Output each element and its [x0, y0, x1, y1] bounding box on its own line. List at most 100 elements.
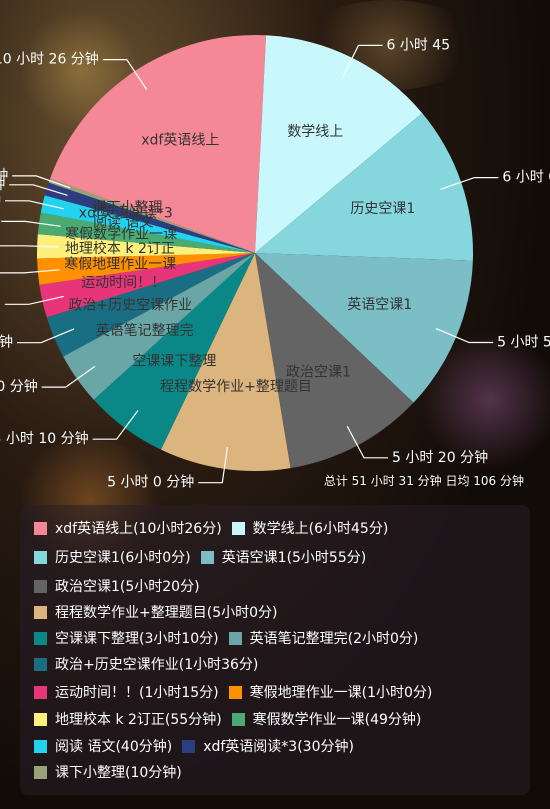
slice-value-label: 1 小时 15 分钟 [0, 295, 1, 312]
slice-label: 寒假数学作业一课 [65, 226, 177, 243]
leader-line [346, 425, 388, 459]
pie-slice[interactable] [255, 113, 474, 261]
pie-slice[interactable] [39, 253, 255, 318]
legend-item-math-winter-homework[interactable]: 寒假数学作业一课(49分钟) [231, 709, 422, 729]
legend-label: 寒假数学作业一课(49分钟) [252, 712, 422, 728]
leader-line [41, 365, 96, 388]
slice-label: 阅读 语文 [93, 214, 153, 231]
slice-label: 政治空课1 [286, 364, 351, 380]
legend-item-class-review[interactable]: 空课课下整理(3小时10分) [34, 628, 219, 648]
slice-value-label: 30 分钟 [0, 176, 5, 193]
slice-label: 历史空课1 [350, 201, 415, 217]
pie-slice[interactable] [255, 253, 473, 403]
legend-swatch [34, 657, 47, 671]
leader-line [0, 269, 60, 274]
pie-slice[interactable] [255, 253, 414, 469]
pie-slice[interactable] [63, 253, 256, 400]
slice-value-label: 1 小时 36 分钟 [0, 334, 13, 351]
slice-value-label: 40 分钟 [0, 192, 1, 209]
legend-label: 数学线上(6小时45分) [252, 521, 389, 537]
legend-swatch [200, 550, 214, 564]
pie-slice[interactable] [93, 253, 255, 450]
legend-label: 寒假地理作业一课(1小时0分) [249, 685, 433, 701]
pie-slice[interactable] [48, 178, 255, 253]
legend-swatch [34, 579, 47, 593]
slice-label: 运动时间！！ [81, 275, 165, 291]
pie-slice[interactable] [46, 253, 256, 357]
slice-value-label: 5 小时 55 分 [497, 335, 550, 351]
slice-value-label: 5 小时 20 分钟 [392, 449, 488, 466]
legend-item-math-homework[interactable]: 程程数学作业+整理题目(5小时0分) [34, 602, 277, 622]
slice-label: 政治+历史空课作业 [68, 297, 192, 313]
pie-slice[interactable] [37, 234, 255, 259]
leader-line [92, 410, 139, 440]
legend-item-geography-correction[interactable]: 地理校本 k 2订正(55分钟) [34, 709, 222, 729]
legend-label: 课下小整理(10分钟) [55, 765, 182, 781]
legend-swatch [34, 685, 47, 699]
legend-label: 地理校本 k 2订正(55分钟) [55, 712, 222, 728]
leader-line [1, 220, 61, 227]
legend-swatch [228, 685, 242, 699]
legend-item-geography-homework[interactable]: 寒假地理作业一课(1小时0分) [228, 682, 433, 702]
legend-swatch [34, 521, 47, 535]
legend-swatch [228, 631, 242, 645]
legend-swatch [34, 712, 47, 726]
legend-item-small-review[interactable]: 课下小整理(10分钟) [34, 762, 182, 782]
legend-item-english-class[interactable]: 英语空课1(5小时55分) [200, 547, 367, 567]
legend-item-chinese-reading[interactable]: 阅读 语文(40分钟) [34, 736, 172, 756]
legend-label: 阅读 语文(40分钟) [55, 739, 173, 755]
legend-label: 程程数学作业+整理题目(5小时0分) [55, 605, 278, 621]
legend: xdf英语线上(10小时26分) 数学线上(6小时45分) 历史空课1(6小时0… [20, 505, 530, 795]
legend-label: 运动时间！！(1小时15分) [55, 685, 219, 701]
total-summary: 总计 51 小时 31 分钟 日均 106 分钟 [323, 474, 524, 488]
legend-label: 英语空课1(5小时55分) [221, 550, 367, 566]
slice-value-label: 10 小时 26 分钟 [0, 51, 99, 68]
pie-slice[interactable] [37, 212, 255, 253]
slice-label: 课下小整理 [93, 200, 163, 216]
pie-slice[interactable] [50, 34, 267, 253]
slice-label: 英语笔记整理完 [96, 322, 194, 339]
slice-label: 地理校本 k 2订正 [65, 240, 175, 257]
leader-line [9, 184, 68, 196]
pie-slice[interactable] [44, 182, 255, 253]
pie-slice[interactable] [160, 253, 291, 472]
pie-slice[interactable] [37, 253, 255, 285]
leader-line [0, 245, 59, 248]
slice-label: 程程数学作业+整理题目 [160, 379, 312, 395]
slice-value-label: 10 分钟 [0, 167, 8, 184]
slice-label: xdf英语阅读*3 [79, 204, 173, 221]
legend-swatch [34, 631, 47, 645]
legend-item-exercise[interactable]: 运动时间！！(1小时15分) [34, 682, 219, 702]
slice-value-label: 5 小时 0 分钟 [107, 474, 194, 491]
slice-label: 英语空课1 [347, 296, 412, 313]
legend-swatch [182, 739, 196, 753]
legend-item-history-class[interactable]: 历史空课1(6小时0分) [34, 547, 191, 567]
legend-label: xdf英语线上(10小时26分) [55, 521, 222, 537]
pie-slice[interactable] [255, 35, 423, 253]
legend-item-english-notes[interactable]: 英语笔记整理完(2小时0分) [228, 628, 419, 648]
slice-value-label: 6 小时 0 [502, 170, 550, 186]
leader-line [102, 58, 148, 90]
legend-label: 英语笔记整理完(2小时0分) [249, 631, 419, 647]
slice-value-label: 3 小时 10 分钟 [0, 430, 89, 447]
leader-line [5, 200, 64, 210]
leader-line [4, 295, 64, 305]
legend-label: 空课课下整理(3小时10分) [55, 631, 219, 647]
leader-line [440, 177, 499, 190]
legend-swatch [231, 712, 245, 726]
legend-label: xdf英语阅读*3(30分钟) [203, 739, 354, 755]
legend-item-math-online[interactable]: 数学线上(6小时45分) [231, 518, 389, 538]
legend-item-politics-history-homework[interactable]: 政治+历史空课作业(1小时36分) [34, 654, 258, 674]
legend-swatch [34, 605, 47, 619]
legend-label: 政治空课1(5小时20分) [55, 579, 200, 595]
leader-line [435, 328, 494, 344]
legend-item-xdf-reading[interactable]: xdf英语阅读*3(30分钟) [182, 736, 354, 756]
leader-line [198, 447, 228, 484]
slice-value-label: 2 小时 0 分钟 [0, 378, 38, 395]
slice-label: 数学线上 [287, 124, 343, 140]
legend-item-politics-class[interactable]: 政治空课1(5小时20分) [34, 576, 200, 596]
legend-item-xdf-english-online[interactable]: xdf英语线上(10小时26分) [34, 518, 222, 538]
pie-slice[interactable] [40, 195, 255, 253]
slice-label: 空课课下整理 [132, 354, 216, 370]
